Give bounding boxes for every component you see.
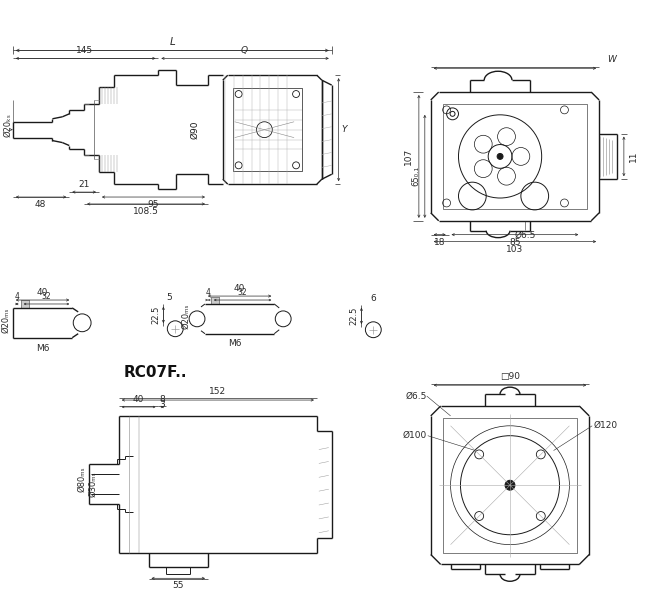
Bar [443,418,577,552]
Text: Ø6.5: Ø6.5 [514,231,535,240]
Text: 108.5: 108.5 [132,207,158,216]
Text: 40: 40 [234,284,245,293]
Text: 32: 32 [42,292,52,301]
Text: Y: Y [342,125,347,134]
Text: 22.5: 22.5 [349,307,359,325]
Bar [211,297,219,304]
Text: 95: 95 [148,200,159,209]
Text: Ø80ₘₛ: Ø80ₘₛ [77,466,86,492]
Text: □90: □90 [500,372,520,381]
Text: 107: 107 [404,148,413,165]
Text: M6: M6 [228,339,241,348]
Text: 8: 8 [160,395,165,404]
Bar [443,104,587,209]
Circle shape [497,154,503,159]
Text: 145: 145 [76,47,93,56]
Text: 55: 55 [173,581,184,590]
Text: 6: 6 [370,294,376,303]
Text: 40: 40 [37,288,48,297]
Bar [211,297,219,304]
Text: 48: 48 [35,200,46,209]
Text: Ø20ₘₛ: Ø20ₘₛ [181,303,190,329]
Text: 22.5: 22.5 [151,306,160,324]
Bar [233,88,302,171]
Bar [21,300,29,308]
Text: W: W [607,55,616,64]
Text: Ø20ₖₛ: Ø20ₖₛ [3,113,12,137]
Text: Ø90: Ø90 [190,120,200,139]
Text: Ø30ₘₛ: Ø30ₘₛ [88,471,97,497]
Text: 65₀.₁: 65₀.₁ [412,166,421,186]
Text: 103: 103 [507,244,524,253]
Text: 32: 32 [238,288,247,297]
Text: 152: 152 [209,387,226,396]
Text: L: L [170,38,175,47]
Bar [21,300,29,308]
Text: 18: 18 [434,238,445,247]
Text: Q: Q [241,47,248,56]
Text: 4: 4 [205,288,211,297]
Text: 21: 21 [78,180,90,189]
Text: 85: 85 [509,238,521,247]
Text: 3: 3 [160,400,165,409]
Text: M6: M6 [36,344,50,353]
Text: 40: 40 [133,395,144,404]
Text: Ø6.5: Ø6.5 [406,391,427,401]
Text: 4: 4 [14,292,19,301]
Text: Ø100: Ø100 [402,431,427,440]
Text: 11: 11 [629,151,638,162]
Circle shape [505,480,515,490]
Text: Ø120: Ø120 [593,421,617,430]
Text: 5: 5 [166,293,172,302]
Text: RC07F..: RC07F.. [124,365,187,380]
Text: Ø20ₘₛ: Ø20ₘₛ [1,307,10,333]
